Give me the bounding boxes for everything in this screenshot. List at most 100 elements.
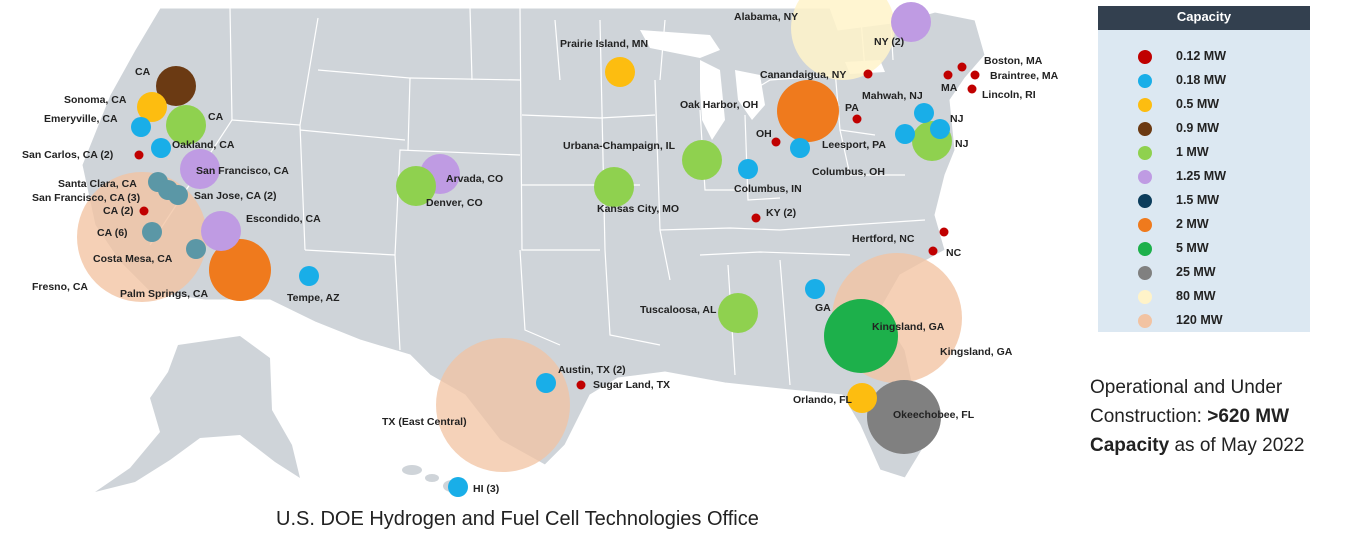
- site-label: Kingsland, GA: [940, 346, 1013, 358]
- legend-item: 120 MW: [1098, 309, 1310, 333]
- site-label: NC: [946, 247, 962, 259]
- hawaii-island: [402, 465, 422, 475]
- site-label: Mahwah, NJ: [862, 90, 923, 102]
- site-marker-sonoma-ca[interactable]: [137, 92, 167, 122]
- site-label: Lincoln, RI: [982, 89, 1036, 101]
- us-landmass: [81, 7, 986, 479]
- site-marker-ca-north[interactable]: [156, 66, 196, 106]
- site-label: Emeryville, CA: [44, 113, 118, 125]
- legend-swatch: [1138, 242, 1152, 256]
- site-marker-costa-mesa-ca[interactable]: [186, 239, 206, 259]
- site-label: Fresno, CA: [32, 281, 88, 293]
- site-label: Sonoma, CA: [64, 94, 127, 106]
- legend-label: 80 MW: [1176, 289, 1216, 303]
- site-marker-urbana-champaign[interactable]: [682, 140, 722, 180]
- site-marker-hertford-nc[interactable]: [939, 227, 949, 237]
- site-marker-alabama-ny[interactable]: [791, 0, 895, 80]
- legend-label: 0.9 MW: [1176, 121, 1220, 135]
- legend-label: 0.18 MW: [1176, 73, 1227, 87]
- summary-line-3: Capacity as of May 2022: [1090, 431, 1350, 460]
- site-marker-oh[interactable]: [771, 137, 781, 147]
- site-label: Denver, CO: [426, 197, 483, 209]
- site-marker-prairie-island[interactable]: [605, 57, 635, 87]
- site-label: Leesport, PA: [822, 139, 886, 151]
- site-marker-ca-2[interactable]: [139, 206, 149, 216]
- site-marker-columbus-oh[interactable]: [790, 138, 810, 158]
- site-marker-orlando-fl[interactable]: [847, 383, 877, 413]
- legend-swatch: [1138, 98, 1152, 112]
- site-marker-tempe-az[interactable]: [299, 266, 319, 286]
- site-marker-okeechobee-fl[interactable]: [867, 380, 941, 454]
- summary-line-2: Construction: >620 MW: [1090, 402, 1350, 431]
- site-label: Orlando, FL: [793, 394, 853, 406]
- site-marker-mahwah-nj[interactable]: [914, 103, 934, 123]
- site-label: San Francisco, CA (3): [32, 192, 140, 204]
- site-label: Escondido, CA: [246, 213, 321, 225]
- summary-date: as of May 2022: [1169, 435, 1305, 456]
- legend-label: 1.5 MW: [1176, 193, 1220, 207]
- site-marker-san-jose-ca[interactable]: [168, 185, 188, 205]
- site-marker-nj[interactable]: [930, 119, 950, 139]
- site-label: Kingsland, GA: [872, 321, 945, 333]
- site-label: Kansas City, MO: [597, 203, 679, 215]
- site-label: Costa Mesa, CA: [93, 253, 173, 265]
- site-marker-ky[interactable]: [751, 213, 761, 223]
- site-marker-ca-6[interactable]: [142, 222, 162, 242]
- site-label: Arvada, CO: [446, 173, 503, 185]
- site-marker-boston-ma[interactable]: [957, 62, 967, 72]
- site-marker-ma[interactable]: [943, 70, 953, 80]
- site-marker-kansas-city[interactable]: [594, 167, 634, 207]
- site-marker-pa[interactable]: [852, 114, 862, 124]
- site-labels: Alabama, NY NY (2) Prairie Island, MN Bo…: [22, 11, 1059, 495]
- site-label: NJ: [955, 138, 969, 150]
- summary-line-1: Operational and Under: [1090, 377, 1283, 398]
- site-marker-canandaigua-ny[interactable]: [863, 69, 873, 79]
- legend-item: 0.12 MW: [1098, 45, 1310, 69]
- site-marker-columbus-in[interactable]: [738, 159, 758, 179]
- site-marker-san-carlos-ca[interactable]: [134, 150, 144, 160]
- site-marker-kingsland-ga-5mw[interactable]: [824, 299, 898, 373]
- site-marker-austin-tx[interactable]: [536, 373, 556, 393]
- summary-capacity-value: >620 MW: [1207, 406, 1290, 427]
- site-marker-oakland-ca[interactable]: [151, 138, 171, 158]
- legend-item: 0.18 MW: [1098, 69, 1310, 93]
- site-label: KY (2): [766, 207, 796, 219]
- capacity-summary: Operational and Under Construction: >620…: [1090, 373, 1350, 460]
- site-label: Tuscaloosa, AL: [640, 304, 717, 316]
- site-marker-lincoln-ri[interactable]: [967, 84, 977, 94]
- site-marker-hi[interactable]: [448, 477, 468, 497]
- legend-swatch: [1138, 314, 1152, 328]
- site-label: MA: [941, 82, 958, 94]
- legend-swatch: [1138, 50, 1152, 64]
- site-marker-escondido-ca[interactable]: [201, 211, 241, 251]
- site-marker-sugar-land-tx[interactable]: [576, 380, 586, 390]
- hawaii-island: [425, 474, 439, 482]
- site-marker-emeryville-ca[interactable]: [131, 117, 151, 137]
- site-marker-ny-2[interactable]: [891, 2, 931, 42]
- legend-swatch: [1138, 170, 1152, 184]
- site-marker-california[interactable]: [77, 172, 207, 302]
- alaska-landmass: [95, 336, 300, 492]
- site-marker-tuscaloosa[interactable]: [718, 293, 758, 333]
- site-marker-palm-springs-ca[interactable]: [209, 239, 271, 301]
- legend-item: 0.9 MW: [1098, 117, 1310, 141]
- site-marker-ga[interactable]: [805, 279, 825, 299]
- legend-swatch: [1138, 146, 1152, 160]
- site-label: Oak Harbor, OH: [680, 99, 758, 111]
- site-marker-san-francisco-ca[interactable]: [180, 149, 220, 189]
- site-marker-leesport-pa[interactable]: [895, 124, 915, 144]
- site-marker-texas-east-central[interactable]: [436, 338, 570, 472]
- site-marker-oak-harbor-oh[interactable]: [777, 80, 839, 142]
- site-marker-nc[interactable]: [928, 246, 938, 256]
- source-footer: U.S. DOE Hydrogen and Fuel Cell Technolo…: [276, 508, 759, 530]
- site-marker-ca-1mw[interactable]: [166, 105, 206, 145]
- site-label: Tempe, AZ: [287, 292, 340, 304]
- legend-swatch: [1138, 266, 1152, 280]
- site-label: Palm Springs, CA: [120, 288, 209, 300]
- summary-capacity-word: Capacity: [1090, 435, 1170, 456]
- site-label: San Carlos, CA (2): [22, 149, 113, 161]
- site-label: Okeechobee, FL: [893, 409, 975, 421]
- site-marker-denver-co[interactable]: [396, 166, 436, 206]
- legend-label: 120 MW: [1176, 313, 1223, 327]
- site-marker-braintree-ma[interactable]: [970, 70, 980, 80]
